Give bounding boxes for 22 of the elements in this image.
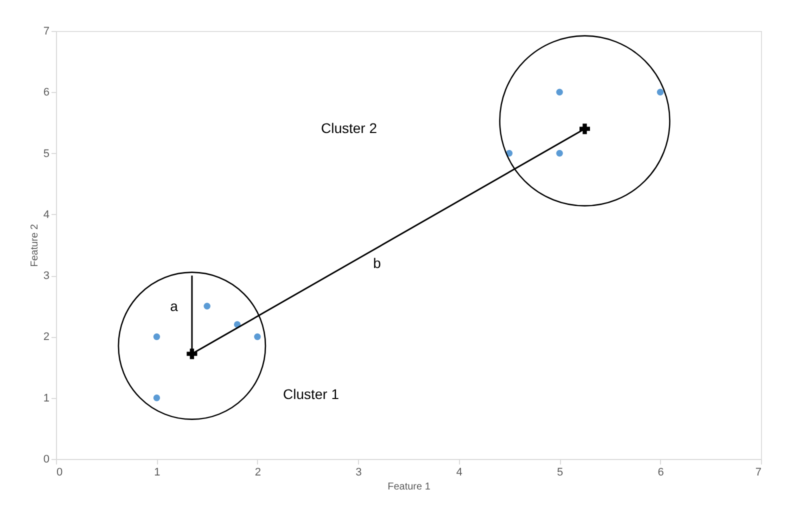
annotation: a [170,298,178,314]
x-axis-title: Feature 1 [388,482,431,492]
y-tick-label: 7 [43,26,50,38]
y-tick-label: 4 [43,208,50,221]
x-tick-label: 4 [456,466,462,478]
y-tick-label: 3 [43,270,50,282]
y-axis-title: Feature 2 [29,224,40,267]
x-tick-label: 5 [557,466,564,478]
y-tick-label: 0 [43,454,50,466]
x-tick-label: 7 [755,466,762,478]
y-tick-label: 5 [43,148,50,160]
x-tick-label: 0 [56,466,63,478]
y-tick-label: 2 [43,331,50,344]
x-tick-label: 1 [154,466,160,478]
y-tick-label: 6 [43,86,50,99]
x-tick-label: 6 [658,466,664,478]
annotation: Cluster 1 [282,386,340,402]
y-tick-label: 1 [43,392,50,404]
annotation: b [373,255,382,271]
annotation: Cluster 2 [320,120,378,136]
x-tick-label: 2 [254,466,261,478]
x-tick-label: 3 [356,466,362,478]
